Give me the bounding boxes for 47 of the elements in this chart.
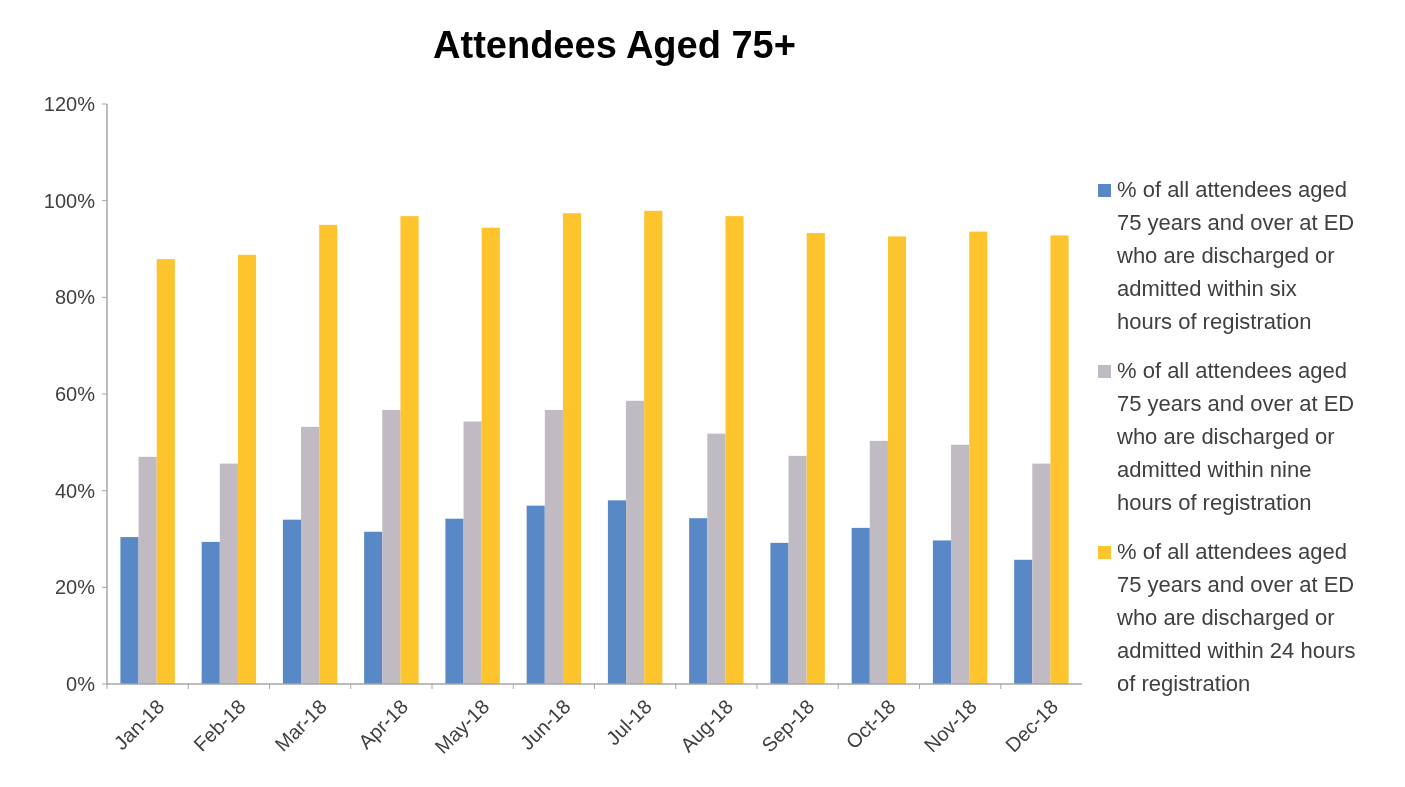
bar	[806, 233, 825, 684]
bar	[932, 540, 952, 684]
bar	[364, 531, 383, 684]
bar	[382, 409, 401, 684]
bar	[463, 421, 482, 684]
bar	[400, 216, 419, 684]
bar	[219, 463, 238, 684]
bar	[644, 210, 663, 684]
y-tick-label: 60%	[54, 383, 96, 405]
bar	[445, 518, 464, 684]
bar	[481, 227, 500, 684]
bar	[526, 505, 545, 684]
y-tick-label: 80%	[54, 286, 96, 309]
y-tick-label: 20%	[54, 576, 96, 599]
bar	[725, 216, 744, 684]
bar	[851, 527, 870, 684]
bar	[969, 231, 988, 684]
y-tick-label: 120%	[43, 93, 96, 115]
bar	[869, 440, 888, 684]
bar	[1014, 559, 1033, 684]
bar	[707, 433, 726, 684]
bar	[120, 537, 139, 684]
bar	[282, 519, 302, 684]
bar	[1050, 235, 1069, 684]
bar	[562, 213, 582, 684]
bar	[1032, 463, 1051, 684]
bar	[237, 254, 257, 684]
bar	[319, 224, 338, 684]
bar	[156, 259, 175, 684]
y-tick-label: 40%	[54, 479, 96, 502]
bar	[887, 236, 907, 684]
bar	[544, 409, 563, 684]
bar	[607, 500, 627, 684]
bar	[788, 455, 807, 684]
legend-label: % of all attendees aged 75 years and over at ED who are discharged or admitted within nine hours of registration	[1116, 358, 1355, 515]
bar	[138, 456, 157, 684]
bar	[770, 542, 789, 684]
bar	[201, 541, 220, 684]
legend-label: % of all attendees aged 75 years and over at ED who are discharged or admitted within 24 hours of registration	[1116, 539, 1356, 696]
legend-label: % of all attendees aged 75 years and over at ED who are discharged or admitted within six hours of registration	[1116, 177, 1355, 334]
bar	[626, 400, 645, 684]
y-tick-label: 100%	[43, 189, 96, 212]
chart-title: Attendees Aged 75+	[433, 24, 796, 66]
y-tick-label: 0%	[66, 673, 96, 695]
bar	[689, 518, 708, 684]
bar	[301, 426, 320, 684]
bar	[951, 444, 970, 684]
